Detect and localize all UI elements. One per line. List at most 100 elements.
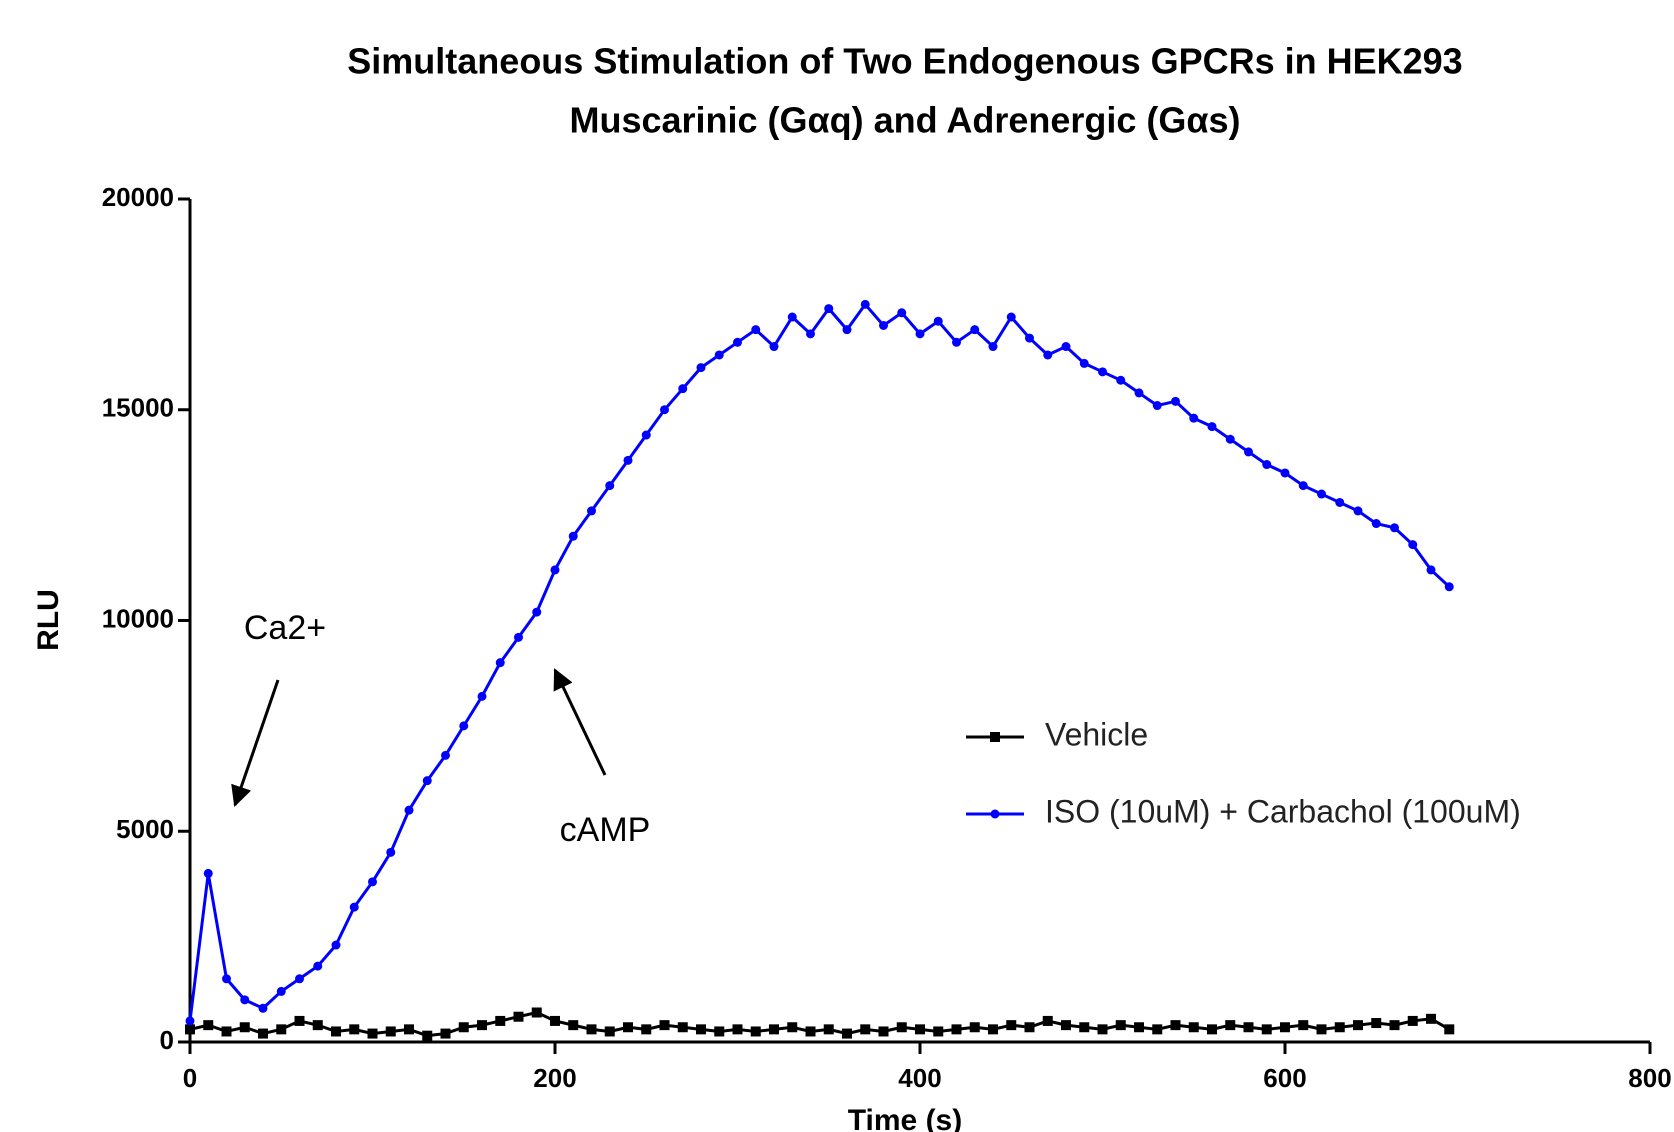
y-axis-label: RLU bbox=[32, 589, 65, 651]
data-point bbox=[714, 1026, 725, 1037]
y-tick-label: 10000 bbox=[102, 603, 174, 633]
data-point bbox=[1261, 1024, 1272, 1035]
data-point bbox=[495, 658, 505, 668]
data-point bbox=[240, 995, 250, 1005]
data-point bbox=[1444, 1024, 1455, 1035]
data-point bbox=[732, 1024, 743, 1035]
x-tick-label: 0 bbox=[183, 1063, 197, 1093]
x-tick-label: 600 bbox=[1263, 1063, 1306, 1093]
data-point bbox=[988, 342, 998, 352]
data-point bbox=[878, 1026, 889, 1037]
data-point bbox=[1444, 582, 1454, 592]
data-point bbox=[514, 632, 523, 642]
series-line bbox=[189, 1010, 1450, 1038]
data-point bbox=[1353, 506, 1363, 516]
data-point bbox=[1134, 1022, 1144, 1033]
data-point bbox=[750, 1026, 761, 1037]
legend-marker bbox=[990, 732, 1000, 742]
data-point bbox=[897, 308, 907, 318]
data-point bbox=[1298, 1020, 1309, 1031]
data-point bbox=[441, 750, 450, 760]
data-point bbox=[1043, 350, 1053, 360]
data-point bbox=[879, 320, 888, 330]
data-point bbox=[404, 1024, 414, 1035]
data-point bbox=[312, 1020, 323, 1031]
data-point bbox=[1188, 1022, 1199, 1033]
data-point bbox=[1426, 1013, 1436, 1024]
data-point bbox=[568, 531, 578, 541]
x-tick-label: 200 bbox=[533, 1063, 576, 1093]
data-point bbox=[276, 1024, 287, 1035]
data-point bbox=[1025, 333, 1034, 343]
data-point bbox=[221, 1026, 232, 1037]
x-tick-label: 400 bbox=[898, 1063, 941, 1093]
data-point bbox=[1262, 460, 1272, 470]
data-point bbox=[915, 1024, 925, 1035]
data-point bbox=[349, 902, 359, 912]
data-point bbox=[385, 1026, 396, 1037]
data-point bbox=[1298, 481, 1308, 491]
data-point bbox=[677, 1022, 688, 1033]
data-point bbox=[367, 1028, 378, 1039]
series-line bbox=[188, 301, 1451, 1022]
annotation-arrow bbox=[553, 668, 607, 776]
x-axis-label: Time (s) bbox=[848, 1104, 962, 1132]
data-point bbox=[1316, 1024, 1327, 1035]
data-point bbox=[787, 1022, 798, 1033]
data-point bbox=[1280, 468, 1290, 478]
data-point bbox=[678, 384, 688, 394]
legend-label: Vehicle bbox=[1045, 716, 1148, 752]
data-point bbox=[1006, 312, 1016, 322]
data-point bbox=[951, 1024, 962, 1035]
data-point bbox=[258, 1003, 268, 1013]
chart-title: Simultaneous Stimulation of Two Endogeno… bbox=[347, 41, 1462, 82]
data-point bbox=[659, 1020, 670, 1031]
data-point bbox=[1170, 1020, 1181, 1031]
data-point bbox=[696, 1024, 706, 1035]
data-point bbox=[1116, 375, 1126, 385]
data-point bbox=[495, 1015, 506, 1026]
data-point bbox=[587, 506, 596, 516]
data-point bbox=[860, 299, 870, 309]
y-tick-label: 20000 bbox=[102, 182, 174, 212]
data-point bbox=[933, 1026, 944, 1037]
data-point bbox=[787, 312, 797, 322]
data-point bbox=[1006, 1020, 1017, 1031]
data-point bbox=[1317, 489, 1326, 499]
legend-marker bbox=[990, 809, 1000, 819]
data-point bbox=[1225, 1020, 1236, 1031]
data-point bbox=[933, 316, 943, 326]
data-point bbox=[313, 961, 323, 971]
data-point bbox=[1171, 396, 1180, 406]
data-point bbox=[1389, 1020, 1400, 1031]
data-point bbox=[1097, 1024, 1108, 1035]
annotation-arrow bbox=[231, 679, 280, 807]
data-point bbox=[1207, 1024, 1217, 1035]
data-point bbox=[952, 337, 961, 347]
data-point bbox=[660, 405, 669, 415]
data-point bbox=[842, 1028, 852, 1039]
chart-subtitle: Muscarinic (Gαq) and Adrenergic (Gαs) bbox=[569, 100, 1240, 141]
data-point bbox=[604, 1026, 615, 1037]
data-point bbox=[842, 325, 852, 335]
data-point bbox=[386, 847, 396, 857]
data-point bbox=[1115, 1020, 1126, 1031]
data-point bbox=[1244, 447, 1253, 457]
y-tick-label: 15000 bbox=[102, 393, 174, 423]
data-point bbox=[258, 1028, 268, 1039]
data-point bbox=[969, 1022, 980, 1033]
data-point bbox=[550, 1015, 560, 1026]
data-point bbox=[769, 1024, 779, 1035]
data-point bbox=[477, 1020, 487, 1031]
data-point bbox=[586, 1024, 597, 1035]
legend-label: ISO (10uM) + Carbachol (100uM) bbox=[1045, 793, 1521, 829]
data-point bbox=[1134, 388, 1144, 398]
data-point bbox=[696, 363, 706, 373]
data-point bbox=[1152, 1024, 1163, 1035]
data-point bbox=[1024, 1022, 1035, 1033]
data-point bbox=[477, 691, 487, 701]
data-point bbox=[422, 776, 432, 786]
data-point bbox=[203, 868, 213, 878]
data-point bbox=[915, 329, 925, 339]
data-point bbox=[532, 607, 542, 617]
